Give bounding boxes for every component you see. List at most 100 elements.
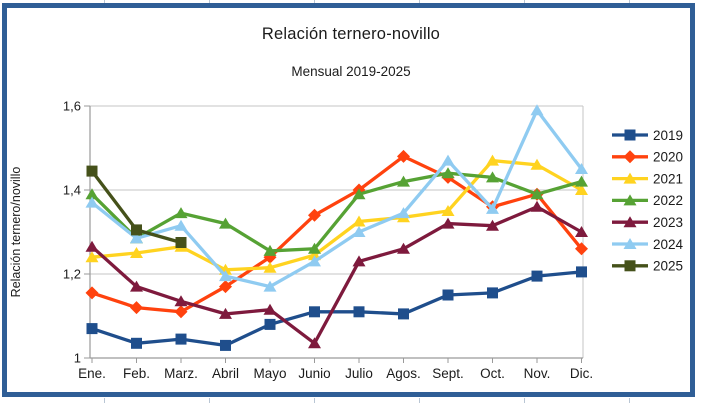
marker-2024-Nov (530, 104, 544, 116)
legend-marker-2022 (623, 194, 637, 206)
marker-2019-Sept (442, 289, 454, 301)
series-line-2020 (91, 154, 583, 314)
marker-2024-Mayo (263, 280, 277, 292)
marker-2021-Ene (85, 251, 99, 263)
legend-label-2019: 2019 (653, 128, 683, 143)
marker-2020-Junio (308, 208, 321, 222)
legend-label-2022: 2022 (653, 193, 683, 208)
series-line-2023 (90, 204, 583, 346)
legend-item-2021: 2021 (612, 171, 683, 186)
marker-2023-Ene (85, 240, 99, 252)
x-tick-label-Ene: Ene. (78, 366, 106, 381)
marker-2022-Junio (308, 242, 321, 254)
marker-2023-Feb (130, 280, 143, 292)
marker-2024-Feb (130, 232, 143, 244)
x-tick-label-Mayo: Mayo (253, 366, 286, 381)
marker-2024-Marz (174, 219, 188, 231)
marker-2024-Julio (352, 226, 366, 237)
x-tick-label-Marz: Marz. (164, 366, 198, 381)
marker-2020-Ene (85, 286, 99, 300)
marker-2024-Dic (575, 163, 588, 174)
y-tick-label: 1,4 (63, 183, 81, 198)
marker-2022-Ene (85, 188, 99, 200)
y-tick-label: 1,6 (63, 99, 81, 114)
marker-2022-Oct (486, 171, 499, 183)
marker-2024-Junio (308, 255, 321, 267)
marker-2019-Abril (220, 339, 231, 351)
marker-2021-Mayo (263, 261, 277, 273)
marker-2019-Mayo (264, 318, 276, 330)
legend-item-2022: 2022 (612, 193, 683, 208)
marker-2022-Mayo (263, 244, 277, 256)
legend-item-2020: 2020 (612, 150, 683, 165)
legend-label-2025: 2025 (653, 259, 683, 274)
y-tick-label: 1 (74, 351, 81, 366)
series-line-2019 (91, 270, 582, 348)
legend-label-2023: 2023 (653, 215, 683, 230)
marker-2022-Abril (219, 217, 232, 229)
y-tick-label: 1,2 (63, 267, 81, 282)
marker-2019-Marz (175, 333, 187, 345)
marker-2021-Julio (352, 215, 366, 227)
marker-2025-Ene (86, 165, 98, 177)
marker-2020-Agos (397, 149, 410, 163)
marker-2019-Junio (309, 306, 320, 318)
legend-marker-2024 (623, 238, 637, 249)
marker-2024-Ene (85, 196, 99, 208)
marker-2021-Nov (530, 158, 544, 170)
marker-2019-Ene (86, 323, 98, 335)
marker-2024-Sept (441, 154, 455, 166)
marker-2019-Dic (576, 266, 587, 278)
chart-title: Relación ternero-novillo (261, 25, 441, 43)
marker-2023-Agos (397, 242, 410, 254)
x-tick-label-Junio: Junio (298, 366, 330, 381)
marker-2021-Feb (130, 247, 143, 258)
legend-item-2019: 2019 (612, 128, 683, 143)
marker-2020-Marz (174, 305, 188, 319)
chart-subtitle: Mensual 2019-2025 (291, 64, 411, 79)
marker-2023-Junio (308, 337, 321, 349)
marker-2021-Dic (575, 184, 588, 195)
marker-2022-Marz (174, 207, 188, 219)
marker-2022-Sept (441, 167, 455, 179)
x-tick-label-Julio: Julio (345, 366, 373, 381)
marker-2025-Feb (131, 224, 142, 236)
spreadsheet-gridlines-top (0, 0, 702, 4)
marker-2023-Dic (575, 226, 588, 237)
series-line-2022 (90, 171, 582, 253)
marker-2025-Marz (175, 237, 187, 248)
legend-marker-2021 (623, 172, 637, 184)
x-tick-label-Agos: Agos. (386, 366, 421, 381)
marker-2019-Julio (353, 306, 365, 318)
legend-label-2024: 2024 (653, 237, 684, 252)
legend-item-2024: 2024 (612, 237, 684, 252)
marker-2020-Mayo (263, 250, 277, 264)
marker-2019-Agos (398, 308, 409, 320)
legend-marker-2020 (623, 150, 637, 164)
marker-2024-Oct (486, 202, 499, 214)
marker-2022-Agos (397, 175, 410, 187)
marker-2021-Oct (486, 154, 499, 166)
x-tick-label-Sept: Sept. (432, 366, 464, 381)
legend-marker-2023 (623, 216, 637, 228)
marker-2023-Sept (441, 217, 455, 229)
series-line-2024 (90, 106, 583, 289)
marker-2023-Julio (352, 255, 366, 267)
x-tick-label-Nov: Nov. (524, 366, 551, 381)
marker-2020-Feb (130, 301, 143, 315)
legend-label-2021: 2021 (653, 171, 683, 186)
marker-2023-Marz (174, 295, 188, 307)
spreadsheet-gridlines-bottom (0, 398, 702, 403)
x-tick-label-Abril: Abril (212, 366, 239, 381)
marker-2024-Abril (219, 270, 232, 282)
x-tick-label-Feb: Feb. (123, 366, 150, 381)
marker-2022-Dic (575, 175, 588, 187)
marker-2021-Sept (441, 205, 455, 216)
marker-2023-Nov (530, 200, 544, 212)
legend-item-2023: 2023 (612, 215, 683, 230)
chart-object-frame[interactable] (2, 3, 695, 397)
marker-2023-Oct (486, 219, 499, 231)
x-tick-label-Oct: Oct. (480, 366, 505, 381)
